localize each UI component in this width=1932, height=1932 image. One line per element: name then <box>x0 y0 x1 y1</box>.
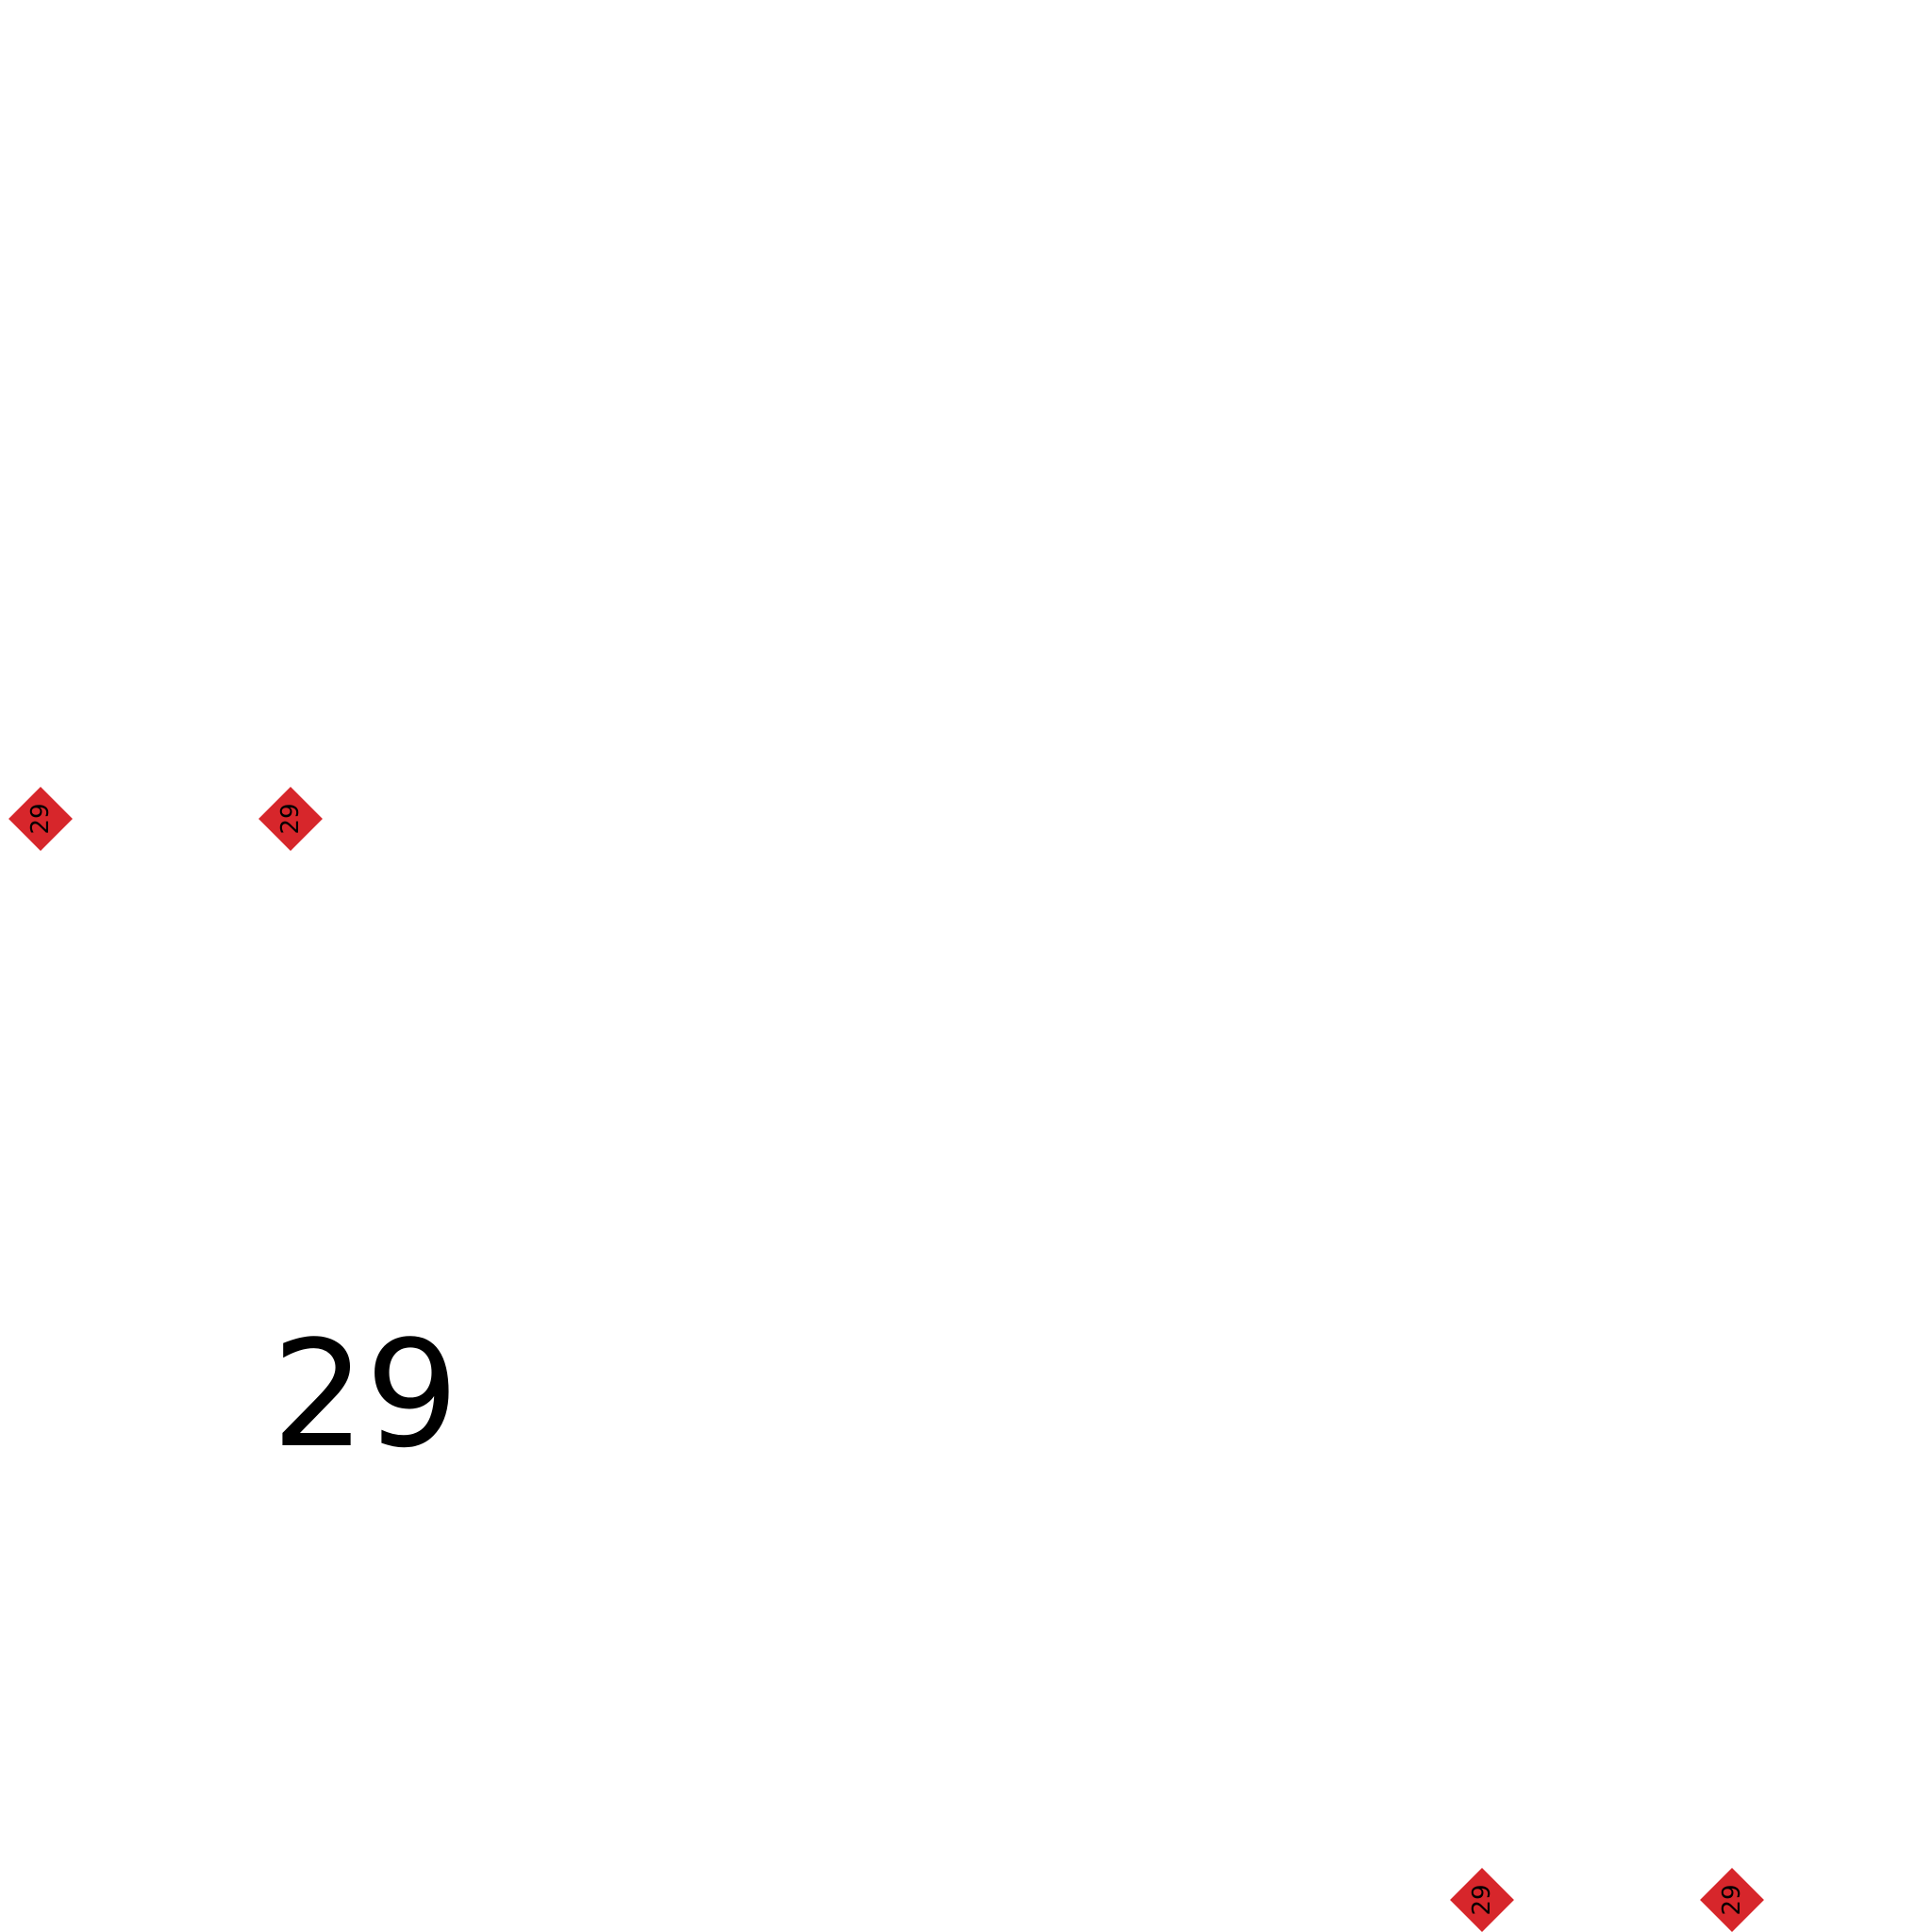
main-number-label: 29 <box>272 1308 459 1480</box>
marker-label: 29 <box>1468 1884 1496 1916</box>
marker-label: 29 <box>1718 1884 1746 1916</box>
marker-label: 29 <box>276 803 305 835</box>
marker-4: 29 <box>1700 1868 1764 1932</box>
marker-label: 29 <box>26 803 55 835</box>
marker-1: 29 <box>8 787 73 851</box>
marker-3: 29 <box>1450 1868 1514 1932</box>
marker-2: 29 <box>258 787 323 851</box>
